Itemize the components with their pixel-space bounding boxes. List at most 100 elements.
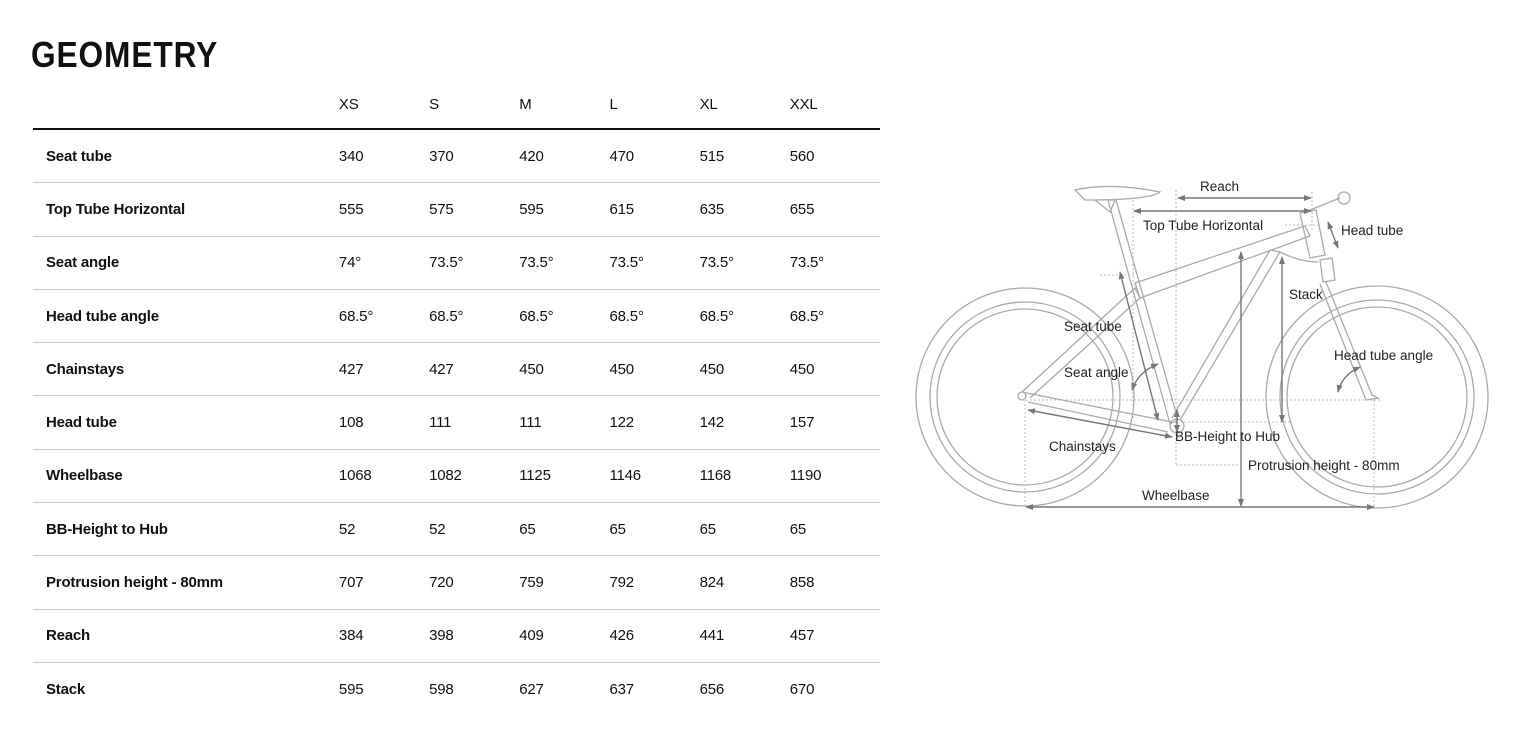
cell-value: 73.5° xyxy=(789,236,880,290)
label-stack: Stack xyxy=(1289,287,1323,302)
cell-value: 73.5° xyxy=(429,236,520,290)
cell-value: 73.5° xyxy=(609,236,700,290)
table-row: Head tube angle 68.5° 68.5° 68.5° 68.5° 68.5°… xyxy=(33,289,880,344)
size-header: L xyxy=(609,80,700,130)
cell-value: 122 xyxy=(609,395,700,450)
label-top-tube: Top Tube Horizontal xyxy=(1143,218,1263,233)
cell-value: 792 xyxy=(609,555,700,610)
cell-value: 420 xyxy=(519,129,610,184)
row-label: Protrusion height - 80mm xyxy=(33,555,339,610)
cell-value: 65 xyxy=(789,502,880,557)
cell-value: 52 xyxy=(338,502,430,557)
cell-value: 65 xyxy=(699,502,790,557)
cell-value: 598 xyxy=(429,680,454,698)
cell-value: 340 xyxy=(338,129,430,184)
label-head-tube: Head tube xyxy=(1341,223,1403,238)
cell-value: 720 xyxy=(429,555,520,610)
cell-value: 470 xyxy=(609,129,700,184)
cell-value: 627 xyxy=(519,680,544,698)
cell-value: 68.5° xyxy=(338,289,430,344)
row-label: Head tube xyxy=(33,395,339,450)
label-head-tube-angle: Head tube angle xyxy=(1334,348,1433,363)
row-label: BB-Height to Hub xyxy=(33,502,339,557)
table-row: Stack 595 598 627 637 656 670 xyxy=(33,662,880,715)
cell-value: 450 xyxy=(789,342,880,397)
table-row: Seat tube 340 370 420 470 515 560 xyxy=(33,129,880,184)
cell-value: 515 xyxy=(699,129,790,184)
cell-value: 111 xyxy=(519,395,610,450)
table-row: Chainstays 427 427 450 450 450 450 xyxy=(33,342,880,397)
size-header: M xyxy=(519,80,610,130)
cell-value: 858 xyxy=(789,555,880,610)
cell-value: 1146 xyxy=(609,449,700,504)
cell-value: 707 xyxy=(338,555,430,610)
cell-value: 398 xyxy=(429,609,520,663)
cell-value: 670 xyxy=(789,680,815,698)
cell-value: 1168 xyxy=(699,449,790,504)
cell-value: 157 xyxy=(789,395,880,450)
cell-value: 68.5° xyxy=(609,289,700,344)
cell-value: 52 xyxy=(429,502,520,557)
cell-value: 68.5° xyxy=(789,289,880,344)
table-row: Reach 384 398 409 426 441 457 xyxy=(33,609,880,663)
cell-value: 1125 xyxy=(519,449,610,504)
cell-value: 65 xyxy=(519,502,610,557)
row-label: Head tube angle xyxy=(33,289,339,344)
label-seat-angle: Seat angle xyxy=(1064,365,1129,380)
cell-value: 595 xyxy=(519,182,610,237)
cell-value: 595 xyxy=(338,680,364,698)
cell-value: 74° xyxy=(338,236,430,290)
cell-value: 142 xyxy=(699,395,790,450)
cell-value: 427 xyxy=(338,342,430,397)
table-row: BB-Height to Hub 52 52 65 65 65 65 xyxy=(33,502,880,557)
cell-value: 68.5° xyxy=(519,289,610,344)
cell-value: 68.5° xyxy=(699,289,790,344)
size-header: S xyxy=(429,80,520,130)
label-wheelbase: Wheelbase xyxy=(1142,488,1210,503)
seat-angle-arc xyxy=(1131,363,1159,391)
cell-value: 450 xyxy=(609,342,700,397)
cell-value: 73.5° xyxy=(699,236,790,290)
cell-value: 68.5° xyxy=(429,289,520,344)
head-tube-angle-arc xyxy=(1336,366,1361,393)
seat-tube-arrow xyxy=(1118,271,1160,421)
cell-value: 615 xyxy=(609,182,700,237)
label-bb-height: BB-Height to Hub xyxy=(1175,429,1280,444)
table-row: Seat angle 74° 73.5° 73.5° 73.5° 73.5° 73.5° xyxy=(33,236,880,290)
cell-value: 655 xyxy=(789,182,880,237)
cell-value: 759 xyxy=(519,555,610,610)
label-protrusion: Protrusion height - 80mm xyxy=(1248,458,1400,473)
cell-value: 409 xyxy=(519,609,610,663)
row-label: Reach xyxy=(33,609,339,663)
cell-value: 457 xyxy=(789,609,880,663)
cell-value: 111 xyxy=(429,395,520,450)
chainstays-arrow xyxy=(1027,408,1173,439)
cell-value: 108 xyxy=(338,395,430,450)
size-header: XS xyxy=(338,80,430,130)
head-tube-arrow xyxy=(1327,221,1339,249)
cell-value: 1082 xyxy=(429,449,520,504)
cell-value: 370 xyxy=(429,129,520,184)
cell-value: 65 xyxy=(609,502,700,557)
cell-value: 450 xyxy=(699,342,790,397)
label-chainstays: Chainstays xyxy=(1049,439,1116,454)
header-blank xyxy=(33,80,339,130)
row-label: Stack xyxy=(46,680,86,698)
cell-value: 824 xyxy=(699,555,790,610)
size-header: XL xyxy=(699,80,790,130)
row-label: Seat tube xyxy=(33,129,339,184)
cell-value: 1190 xyxy=(789,449,880,504)
geometry-table: XS S M L XL XXL Seat tube 340 370 420 470 515… xyxy=(33,80,880,715)
cell-value: 426 xyxy=(609,609,700,663)
cell-value: 441 xyxy=(699,609,790,663)
row-label: Chainstays xyxy=(33,342,339,397)
cell-value: 656 xyxy=(699,680,725,698)
cell-value: 384 xyxy=(338,609,430,663)
page-title: GEOMETRY xyxy=(31,34,219,75)
size-header-row: XS S M L XL XXL xyxy=(33,80,880,130)
row-label: Wheelbase xyxy=(33,449,339,504)
cell-value: 635 xyxy=(699,182,790,237)
cell-value: 555 xyxy=(338,182,430,237)
label-seat-tube: Seat tube xyxy=(1064,319,1122,334)
